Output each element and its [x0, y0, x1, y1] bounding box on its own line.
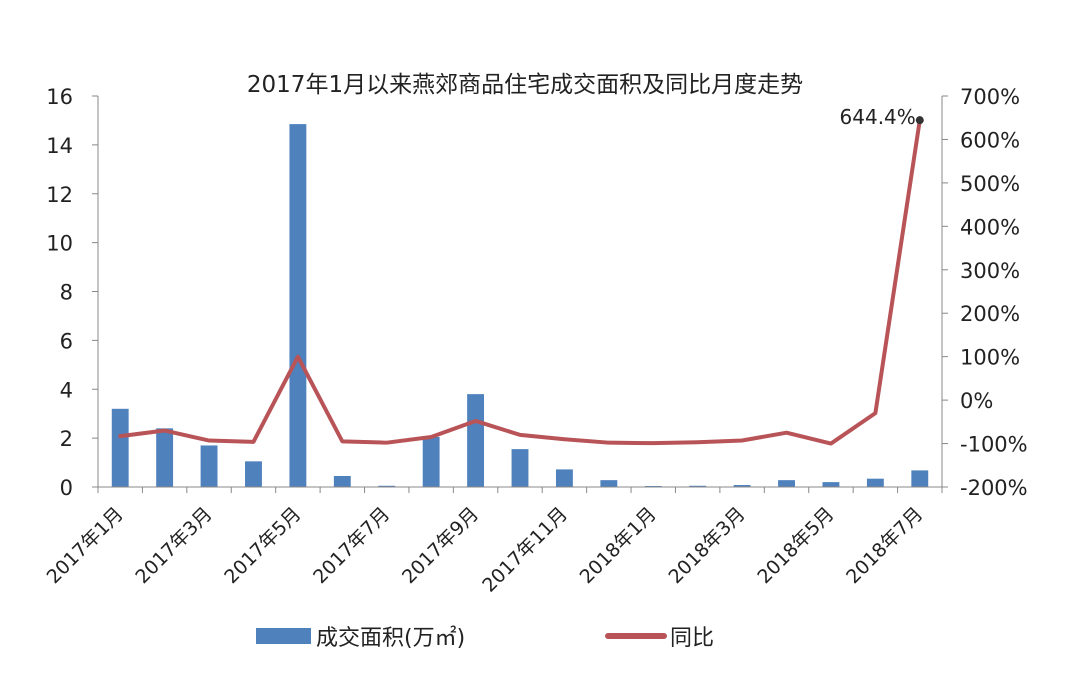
bar: [778, 480, 795, 487]
yoy-point: [163, 429, 167, 433]
right-tick-label: 0%: [960, 389, 993, 413]
legend-label-line: 同比: [670, 626, 714, 651]
bar: [156, 428, 174, 487]
x-tick-label: 2018年5月: [753, 503, 838, 588]
x-tick-label: 2017年7月: [309, 503, 394, 588]
x-tick-label: 2018年1月: [576, 503, 661, 588]
bar: [200, 445, 218, 487]
chart-title: 2017年1月以来燕郊商品住宅成交面积及同比月度走势: [247, 72, 803, 98]
bar: [822, 482, 840, 487]
left-tick-label: 10: [46, 232, 73, 256]
x-tick-label: 2017年5月: [220, 503, 305, 588]
yoy-point: [740, 439, 744, 443]
right-tick-label: 700%: [960, 85, 1020, 109]
yoy-point: [251, 440, 255, 444]
yoy-point: [474, 419, 478, 423]
yoy-point: [607, 441, 611, 445]
right-tick-label: 300%: [960, 259, 1020, 283]
yoy-point: [296, 355, 300, 359]
x-tick-label: 2018年7月: [842, 503, 927, 588]
yoy-point: [696, 440, 700, 444]
yoy-point: [829, 442, 833, 446]
x-tick-label: 2017年3月: [131, 503, 216, 588]
yoy-point: [785, 431, 789, 435]
left-tick-label: 2: [60, 427, 73, 451]
left-tick-label: 0: [60, 476, 73, 500]
bar: [733, 485, 751, 487]
yoy-point: [385, 441, 389, 445]
left-tick-label: 6: [60, 329, 73, 353]
bar: [289, 124, 307, 488]
right-tick-label: 100%: [960, 346, 1020, 370]
right-tick-label: 500%: [960, 172, 1020, 196]
right-tick-label: 200%: [960, 302, 1020, 326]
right-tick-label: 400%: [960, 215, 1020, 239]
bar: [911, 470, 929, 487]
left-tick-label: 14: [46, 134, 73, 158]
right-tick-label: -200%: [960, 476, 1028, 500]
left-tick-label: 12: [46, 183, 73, 207]
plot-area: 0 2 4 6 8 10 12 14 16 -200% -100% 0% 100% 200% 300% 400…: [43, 85, 1028, 597]
x-tick-label: 2017年11月: [478, 503, 572, 597]
bar: [866, 478, 884, 487]
bar: [245, 461, 262, 487]
x-tick-label: 2018年3月: [664, 503, 749, 588]
bar: [467, 394, 485, 487]
yoy-point: [518, 433, 522, 437]
bar: [555, 469, 573, 487]
left-tick-label: 8: [60, 281, 73, 305]
yoy-point: [429, 435, 433, 439]
yoy-point: [562, 437, 566, 441]
bar: [111, 408, 129, 487]
annotation-marker: [915, 116, 924, 125]
bar: [333, 476, 351, 487]
bar: [422, 436, 440, 487]
x-tick-label: 2017年9月: [398, 503, 483, 588]
bar: [600, 480, 618, 487]
bar: [511, 449, 529, 487]
right-tick-label: 600%: [960, 128, 1020, 152]
left-tick-label: 4: [60, 378, 73, 402]
yoy-point: [873, 411, 877, 415]
right-tick-label: -100%: [960, 433, 1028, 457]
x-tick-label: 2017年1月: [43, 503, 128, 588]
yoy-point: [207, 439, 211, 443]
annotation-label: 644.4%: [840, 105, 916, 129]
yoy-point: [118, 434, 122, 438]
yoy-point: [651, 441, 655, 445]
legend: 成交面积(万㎡) 同比: [256, 625, 714, 651]
yoy-line: [118, 118, 922, 446]
bar: [378, 485, 396, 487]
left-tick-label: 16: [46, 85, 73, 109]
legend-swatch-bar: [256, 628, 311, 644]
legend-label-bar: 成交面积(万㎡): [316, 625, 465, 651]
bar: [689, 485, 707, 487]
yoy-point: [340, 439, 344, 443]
